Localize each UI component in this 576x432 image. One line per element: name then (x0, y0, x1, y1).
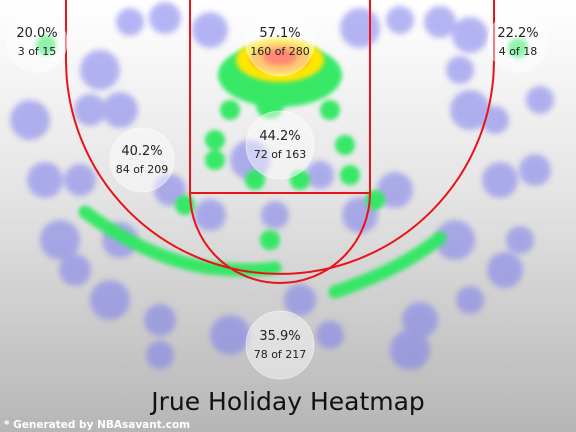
heat-blob (306, 161, 334, 189)
heat-arc-right (328, 231, 447, 299)
free-throw-arc (189, 192, 371, 284)
heat-cool-band (10, 2, 554, 370)
heat-blob (256, 91, 284, 119)
zone-attempts-above-break-three: 78 of 217 (254, 348, 307, 361)
heat-blob (220, 100, 240, 120)
zone-marker-above-break-three (245, 310, 315, 380)
heat-blob (205, 150, 225, 170)
heat-blob (435, 220, 475, 260)
heat-blob (245, 170, 265, 190)
heat-blob (40, 220, 80, 260)
zone-pct-above-break-three: 35.9% (259, 329, 300, 344)
heat-rim-hot (262, 48, 298, 66)
heat-blob (519, 154, 551, 186)
heat-blob (146, 341, 174, 369)
heat-blob (144, 304, 176, 336)
zone-attempts-right-corner-three: 4 of 18 (499, 45, 538, 58)
heat-blob (102, 92, 138, 128)
zone-pct-left-mid-range: 40.2% (121, 144, 162, 159)
zone-marker-left-corner-three (6, 11, 68, 73)
zone-marker-paint-mid-range (245, 110, 315, 180)
zone-attempts-left-corner-three: 3 of 15 (18, 45, 57, 58)
heat-blob (192, 12, 228, 48)
zone-marker-restricted-area (245, 7, 315, 77)
heat-blob (526, 86, 554, 114)
heat-blob (456, 286, 484, 314)
heat-blob (90, 280, 130, 320)
heat-blob (116, 8, 144, 36)
paint-box (189, 0, 371, 194)
heat-blob (424, 6, 456, 38)
heat-blob (482, 162, 518, 198)
heat-blob (80, 50, 120, 90)
heat-blob (261, 201, 289, 229)
heat-blob (320, 100, 340, 120)
heat-blob (452, 17, 488, 53)
court-lines (65, 0, 495, 284)
zone-labels: 20.0% 3 of 15 57.1% 160 of 280 22.2% 4 of 18 4… (6, 7, 549, 380)
heat-blob (260, 230, 280, 250)
heat-blob (506, 226, 534, 254)
heat-blob (340, 8, 380, 48)
zone-marker-left-mid-range (109, 127, 175, 193)
zone-pct-restricted-area: 57.1% (259, 26, 300, 41)
zone-attempts-left-mid-range: 84 of 209 (116, 163, 169, 176)
heat-hot-band (236, 38, 324, 82)
heat-layer (10, 2, 554, 370)
heat-blob (487, 252, 523, 288)
heat-blob (10, 100, 50, 140)
heat-blob (284, 284, 316, 316)
zone-pct-paint-mid-range: 44.2% (259, 129, 300, 144)
heat-blob (377, 172, 413, 208)
credit-text: * Generated by NBAsavant.com (4, 419, 190, 431)
heat-blob (205, 130, 225, 150)
heat-blob (230, 140, 270, 180)
heat-blob (210, 315, 250, 355)
heat-blob (450, 90, 490, 130)
heat-blob (59, 254, 91, 286)
heat-blob (386, 6, 414, 34)
three-point-line (65, 0, 495, 275)
heat-blob (446, 56, 474, 84)
heat-blob (335, 135, 355, 155)
heat-blob (402, 302, 438, 338)
heat-blob (390, 330, 430, 370)
heat-blob (36, 35, 56, 55)
zone-attempts-paint-mid-range: 72 of 163 (254, 148, 307, 161)
heat-blob (27, 162, 63, 198)
heat-blob (194, 199, 226, 231)
heat-blob (508, 38, 528, 58)
heat-arc-left (78, 205, 282, 277)
heat-blob (340, 165, 360, 185)
zone-pct-left-corner-three: 20.0% (16, 26, 57, 41)
heat-blob (64, 164, 96, 196)
zone-attempts-restricted-area: 160 of 280 (250, 45, 310, 58)
heat-blob (290, 170, 310, 190)
zone-pct-right-corner-three: 22.2% (497, 26, 538, 41)
heat-blob (74, 94, 106, 126)
chart-title: Jrue Holiday Heatmap (149, 387, 425, 416)
heat-blob (316, 321, 344, 349)
heat-blob (149, 2, 181, 34)
zone-marker-right-corner-three (487, 11, 549, 73)
